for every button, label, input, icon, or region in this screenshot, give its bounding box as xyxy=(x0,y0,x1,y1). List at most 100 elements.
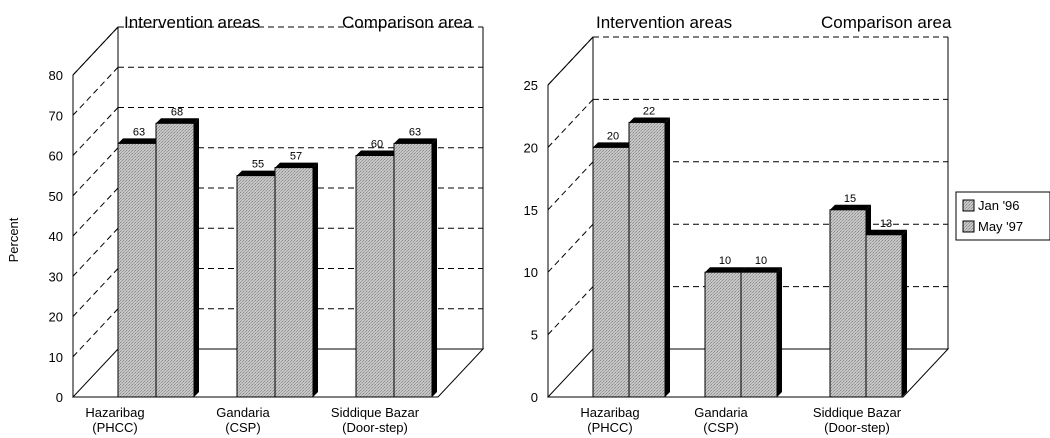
chart-2-bars xyxy=(592,117,907,398)
chart-1-bar-side xyxy=(432,138,437,398)
legend-swatch-jan-96 xyxy=(962,199,975,212)
chart-2-bar xyxy=(865,229,907,398)
chart-2-bar-face xyxy=(740,271,778,398)
chart-1-y-tick-label: 80 xyxy=(49,68,63,83)
chart-2-y-tick-label: 0 xyxy=(531,390,538,405)
chart-1-y-tick-label: 0 xyxy=(56,390,63,405)
chart-1: 0 10 20 30 40 50 60 70 80 63 55 60 68 57 63 Hazaribag… xyxy=(6,13,485,435)
chart-1-bar-face xyxy=(274,167,314,398)
chart-1-bar-top xyxy=(394,138,437,144)
chart-1-bar-side xyxy=(313,162,318,397)
chart-2-y-tick-label: 5 xyxy=(531,328,538,343)
chart-2-bar-face xyxy=(628,121,666,398)
chart-2-y-ticks: 0 5 10 15 20 25 xyxy=(524,78,538,405)
chart-1-bar xyxy=(117,138,161,398)
chart-1-y-tick-label: 60 xyxy=(49,149,63,164)
chart-1-bar-face xyxy=(236,175,276,398)
chart-2-bar-top xyxy=(593,142,634,148)
chart-2-y-tick-label: 25 xyxy=(524,78,538,93)
chart-2-data-label: 10 xyxy=(755,255,767,267)
chart-1-gridline-side xyxy=(72,268,119,317)
chart-2-y-tick-label: 15 xyxy=(524,203,538,218)
chart-1-bar-top xyxy=(275,162,318,168)
chart-2-bar-side xyxy=(777,267,782,397)
chart-2-bar-face xyxy=(592,146,630,398)
legend-label-may-97: May '97 xyxy=(978,219,1023,234)
legend-swatch-may-97 xyxy=(962,220,975,233)
chart-1-data-label: 63 xyxy=(133,126,145,138)
chart-1-data-label: 63 xyxy=(409,126,421,138)
chart-1-bar-top xyxy=(356,150,399,156)
chart-2-bar-face xyxy=(865,234,903,398)
chart-2-y-tick-label: 10 xyxy=(524,265,538,280)
chart-2-bar-top xyxy=(629,117,670,123)
chart-1-data-label: 55 xyxy=(252,159,264,171)
chart-2-category-3-line-1: Siddique Bazar xyxy=(813,405,902,420)
chart-1-category-3-line-2: (Door-step) xyxy=(342,420,408,435)
chart-2: 0 5 10 15 20 25 20 10 15 22 10 13 Hazaribag (PHCC)… xyxy=(524,13,952,435)
chart-2-gridline-side xyxy=(547,161,594,211)
chart-2-data-label: 13 xyxy=(880,218,892,230)
chart-1-bars xyxy=(117,118,437,398)
chart-1-gridline-side xyxy=(72,187,119,237)
chart-2-bar-top xyxy=(866,229,907,235)
legend-label-jan-96: Jan '96 xyxy=(978,198,1020,213)
chart-1-data-labels: 63 55 60 68 57 63 xyxy=(133,106,421,170)
chart-1-y-tick-label: 40 xyxy=(49,229,63,244)
chart-2-bar-face xyxy=(829,209,867,398)
chart-1-category-2-line-1: Gandaria xyxy=(216,405,270,420)
chart-1-data-label: 60 xyxy=(371,139,383,151)
chart-2-section-label-intervention: Intervention areas xyxy=(596,13,732,32)
chart-1-bar-top xyxy=(118,138,161,144)
chart-1-y-tick-label: 50 xyxy=(49,189,63,204)
chart-1-bar xyxy=(355,150,399,398)
chart-2-bar-face xyxy=(704,271,742,398)
chart-2-bar-top xyxy=(705,267,746,273)
chart-1-category-labels: Hazaribag (PHCC) Gandaria (CSP) Siddique… xyxy=(85,405,419,435)
chart-2-category-2-line-2: (CSP) xyxy=(703,420,738,435)
chart-1-category-1-line-2: (PHCC) xyxy=(92,420,138,435)
chart-2-bar xyxy=(829,204,871,398)
chart-2-gridline-side xyxy=(547,99,594,148)
chart-2-category-labels: Hazaribag (PHCC) Gandaria (CSP) Siddique… xyxy=(580,405,901,435)
chart-1-bar-face xyxy=(155,122,195,398)
chart-1-bar-face xyxy=(393,142,433,398)
chart-2-category-2-line-1: Gandaria xyxy=(694,405,748,420)
chart-2-bar xyxy=(592,142,634,398)
chart-1-section-label-intervention: Intervention areas xyxy=(124,13,260,32)
chart-1-data-label: 57 xyxy=(290,151,302,163)
chart-2-bar-side xyxy=(665,117,670,397)
chart-2-bar-top xyxy=(741,267,782,273)
chart-2-section-label-comparison: Comparison area xyxy=(821,13,952,32)
chart-2-data-label: 10 xyxy=(719,255,731,267)
chart-1-gridline-side xyxy=(72,147,119,197)
chart-2-category-3-line-2: (Door-step) xyxy=(824,420,890,435)
chart-2-bar xyxy=(740,267,782,398)
chart-1-gridline-side xyxy=(72,308,119,358)
chart-2-data-labels: 20 10 15 22 10 13 xyxy=(607,105,892,267)
chart-1-bar xyxy=(236,170,280,398)
chart-1-category-3-line-1: Siddique Bazar xyxy=(331,405,420,420)
chart-1-y-tick-label: 10 xyxy=(49,350,63,365)
chart-2-category-1-line-1: Hazaribag xyxy=(580,405,639,420)
chart-2-gridline-side xyxy=(547,286,594,335)
chart-1-category-1-line-1: Hazaribag xyxy=(85,405,144,420)
chart-1-bar xyxy=(393,138,437,398)
chart-2-data-label: 15 xyxy=(844,193,856,205)
chart-1-gridline-side xyxy=(72,107,119,156)
chart-1-gridline-side xyxy=(72,26,119,76)
chart-1-y-axis-label: Percent xyxy=(6,217,21,262)
chart-2-category-1-line-2: (PHCC) xyxy=(587,420,633,435)
chart-2-bar-side xyxy=(902,229,907,397)
chart-1-bar xyxy=(155,118,199,398)
chart-1-data-label: 68 xyxy=(171,106,183,118)
chart-1-bar-top xyxy=(237,170,280,176)
chart-2-bar xyxy=(704,267,746,398)
chart-1-bar-top xyxy=(156,118,199,124)
chart-1-bar-face xyxy=(117,142,157,398)
legend: Jan '96 May '97 xyxy=(955,191,1050,241)
chart-1-y-tick-label: 30 xyxy=(49,269,63,284)
chart-1-bar-face xyxy=(355,155,395,398)
chart-2-bar-top xyxy=(830,204,871,210)
